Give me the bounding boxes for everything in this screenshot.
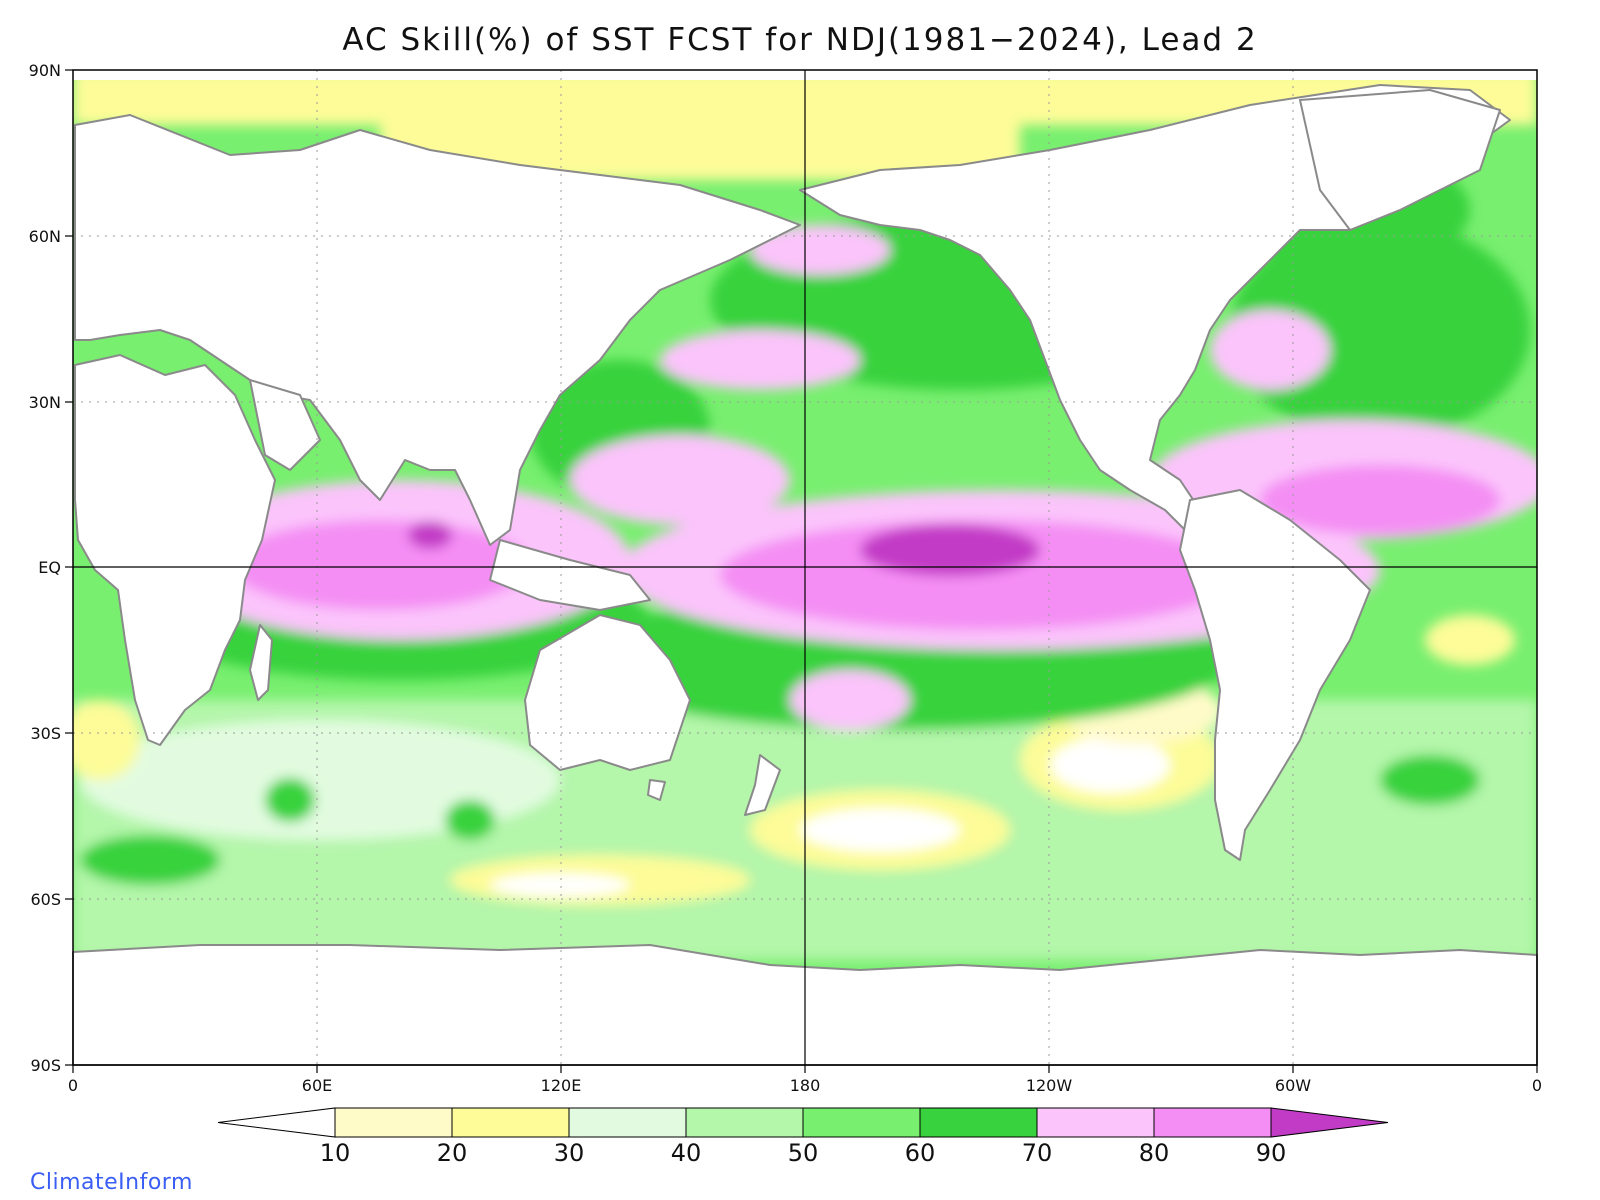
colorbar-arrow-low (217, 1107, 336, 1138)
colorbar-label: 70 (1022, 1139, 1053, 1167)
colorbar-box (451, 1107, 570, 1138)
maritime-continent (489, 539, 651, 611)
south-america (1179, 489, 1371, 861)
lon-label: 120W (1026, 1076, 1073, 1095)
colorbar-box (1036, 1107, 1155, 1138)
eurasia (74, 114, 801, 546)
lat-label: 60N (29, 227, 61, 246)
colorbar-label: 90 (1256, 1139, 1287, 1167)
colorbar-label: 30 (554, 1139, 585, 1167)
africa (74, 354, 276, 746)
madagascar (249, 624, 273, 701)
credit-text: ClimateInform (30, 1170, 193, 1195)
lat-label: EQ (38, 558, 61, 577)
colorbar-label: 50 (788, 1139, 819, 1167)
colorbar-box (1153, 1107, 1272, 1138)
colorbar-box (568, 1107, 687, 1138)
lon-label: 0 (68, 1076, 78, 1095)
lat-label: 30S (30, 724, 61, 743)
lon-label: 60W (1275, 1076, 1311, 1095)
colorbar-label: 20 (437, 1139, 468, 1167)
colorbar-label: 10 (320, 1139, 351, 1167)
colorbar-arrow-high (1270, 1107, 1389, 1138)
lat-axis (65, 69, 73, 1066)
enso-peak (860, 524, 1040, 576)
lat-label: 90N (29, 61, 61, 80)
colorbar-box (685, 1107, 804, 1138)
colorbar-label: 80 (1139, 1139, 1170, 1167)
map-title: AC Skill(%) of SST FCST for NDJ(1981−202… (342, 22, 1258, 58)
lat-label: 90S (30, 1056, 61, 1075)
colorbar-label: 60 (905, 1139, 936, 1167)
tasmania (647, 779, 666, 801)
colorbar-label: 40 (671, 1139, 702, 1167)
new-zealand (744, 754, 781, 816)
australia (524, 614, 691, 771)
lat-label: 60S (30, 890, 61, 909)
colorbar-box (334, 1107, 453, 1138)
colorbar: 10 20 30 40 50 60 70 80 90 (217, 1107, 1389, 1167)
arabia (249, 379, 321, 471)
lon-label: 120E (541, 1076, 582, 1095)
greenland (1299, 89, 1501, 231)
colorbar-box (802, 1107, 921, 1138)
lon-axis (72, 1065, 1538, 1073)
lon-label: 60E (302, 1076, 332, 1095)
lat-label: 30N (29, 393, 61, 412)
lon-label: 0 (1532, 1076, 1542, 1095)
colorbar-box (919, 1107, 1038, 1138)
lon-label: 180 (790, 1076, 821, 1095)
